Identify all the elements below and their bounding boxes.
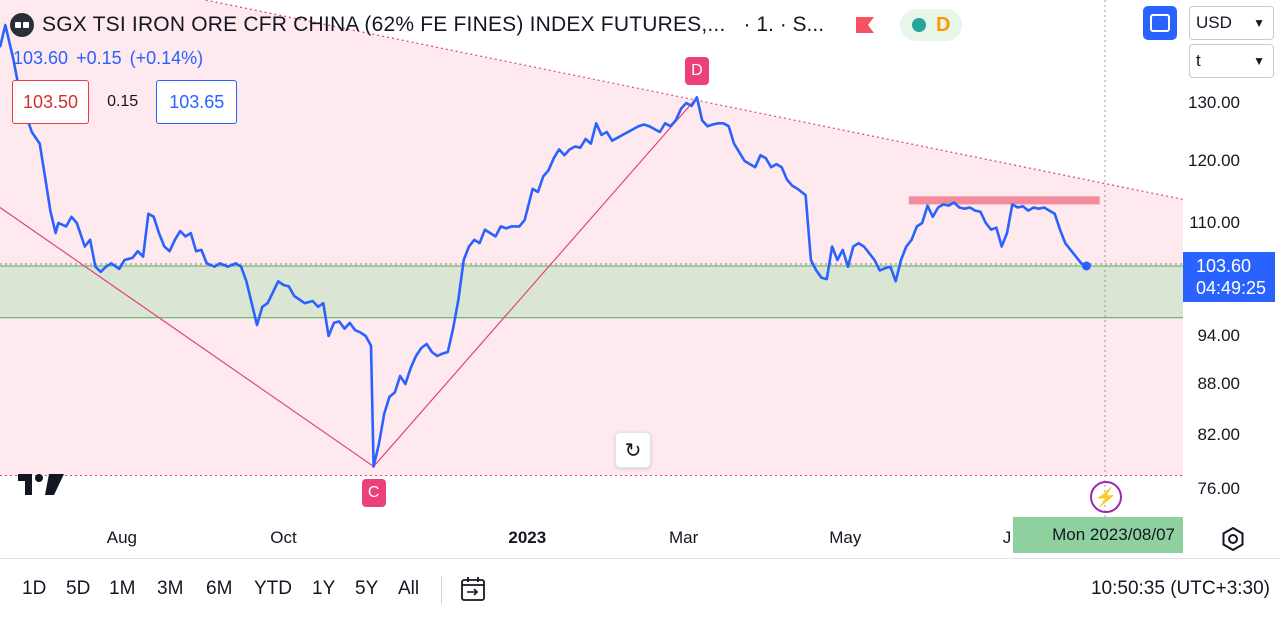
last-point-marker (1081, 261, 1091, 271)
gear-icon[interactable] (1220, 526, 1246, 552)
x-tick-label: May (829, 528, 862, 547)
chevron-down-icon: ▼ (1253, 16, 1265, 30)
bottom-toolbar: 1D 5D 1M 3M 6M YTD 1Y 5Y All 10:50:35 (U… (0, 558, 1280, 623)
timezone-clock[interactable]: 10:50:35 (UTC+3:30) (1090, 578, 1270, 599)
unit-select[interactable]: t ▼ (1189, 44, 1274, 78)
pattern-point-label-c[interactable]: C (361, 478, 386, 507)
y-tick-label: 82.00 (1197, 425, 1240, 444)
fullscreen-icon[interactable] (1143, 6, 1177, 40)
support-zone (0, 266, 1183, 318)
lightning-icon[interactable]: ⚡ (1090, 481, 1122, 513)
toolbar-divider (441, 576, 442, 604)
crosshair-date-label: Mon 2023/08/07 (1013, 517, 1183, 553)
market-open-dot-icon (912, 18, 927, 32)
unit-value: t (1196, 51, 1201, 70)
interval-exchange: · 1. · S... (743, 13, 825, 36)
chevron-down-icon: ▼ (1253, 54, 1265, 68)
pattern-zone (0, 0, 1183, 476)
y-tick-label: 130.00 (1188, 93, 1240, 112)
symbol-title[interactable]: SGX TSI IRON ORE CFR CHINA (62% FE FINES… (42, 13, 726, 36)
range-5d-button[interactable]: 5D (66, 578, 91, 599)
y-tick-label: 110.00 (1189, 213, 1240, 232)
x-tick-label: Aug (106, 528, 138, 547)
x-tick-label: J (1002, 528, 1012, 547)
last-price-tag: 103.60 04:49:25 (1183, 252, 1275, 302)
reset-chart-button[interactable]: ↻ (615, 432, 651, 468)
last-price: 103.60 (13, 48, 69, 68)
x-tick-label: Mar (669, 528, 699, 547)
price-change-percent: (+0.14%) (129, 48, 204, 68)
reset-icon: ↻ (624, 439, 642, 462)
buy-button[interactable]: 103.65 (156, 80, 238, 124)
x-tick-label: Oct (270, 528, 297, 547)
x-tick-label: 2023 (508, 528, 547, 547)
range-1m-button[interactable]: 1M (109, 578, 136, 599)
delayed-data-badge: D (936, 13, 951, 36)
tradingview-logo-icon[interactable] (18, 471, 66, 497)
sell-button[interactable]: 103.50 (12, 80, 90, 124)
range-1y-button[interactable]: 1Y (312, 578, 336, 599)
price-series-line (0, 23, 1088, 468)
symbol-logo-icon (10, 13, 34, 37)
flag-icon[interactable] (854, 15, 876, 35)
upper-trendline (202, 0, 1184, 201)
range-all-button[interactable]: All (398, 578, 420, 599)
price-change: +0.15 (76, 48, 122, 68)
y-tick-label: 94.00 (1197, 326, 1240, 345)
y-tick-label: 88.00 (1197, 374, 1240, 393)
bid-ask-panel: 103.50 0.15 103.65 (12, 80, 238, 124)
price-tag-value: 103.60 (1196, 256, 1252, 276)
range-3m-button[interactable]: 3M (157, 578, 184, 599)
spread-value: 0.15 (107, 93, 139, 110)
y-tick-label: 120.00 (1188, 151, 1240, 170)
resistance-zone (908, 196, 1100, 205)
bar-countdown: 04:49:25 (1196, 278, 1267, 298)
y-tick-label: 76.00 (1197, 479, 1240, 498)
calendar-goto-icon[interactable] (459, 575, 487, 603)
range-ytd-button[interactable]: YTD (254, 578, 292, 599)
range-1d-button[interactable]: 1D (22, 578, 47, 599)
range-6m-button[interactable]: 6M (206, 578, 233, 599)
currency-select[interactable]: USD ▼ (1189, 6, 1274, 40)
market-status-pill[interactable]: D (900, 9, 963, 41)
symbol-legend[interactable]: SGX TSI IRON ORE CFR CHINA (62% FE FINES… (10, 8, 963, 42)
currency-value: USD (1196, 13, 1232, 32)
price-legend: 103.60 +0.15 (+0.14%) (13, 48, 211, 69)
pattern-point-label-d[interactable]: D (684, 57, 709, 86)
range-5y-button[interactable]: 5Y (355, 578, 379, 599)
